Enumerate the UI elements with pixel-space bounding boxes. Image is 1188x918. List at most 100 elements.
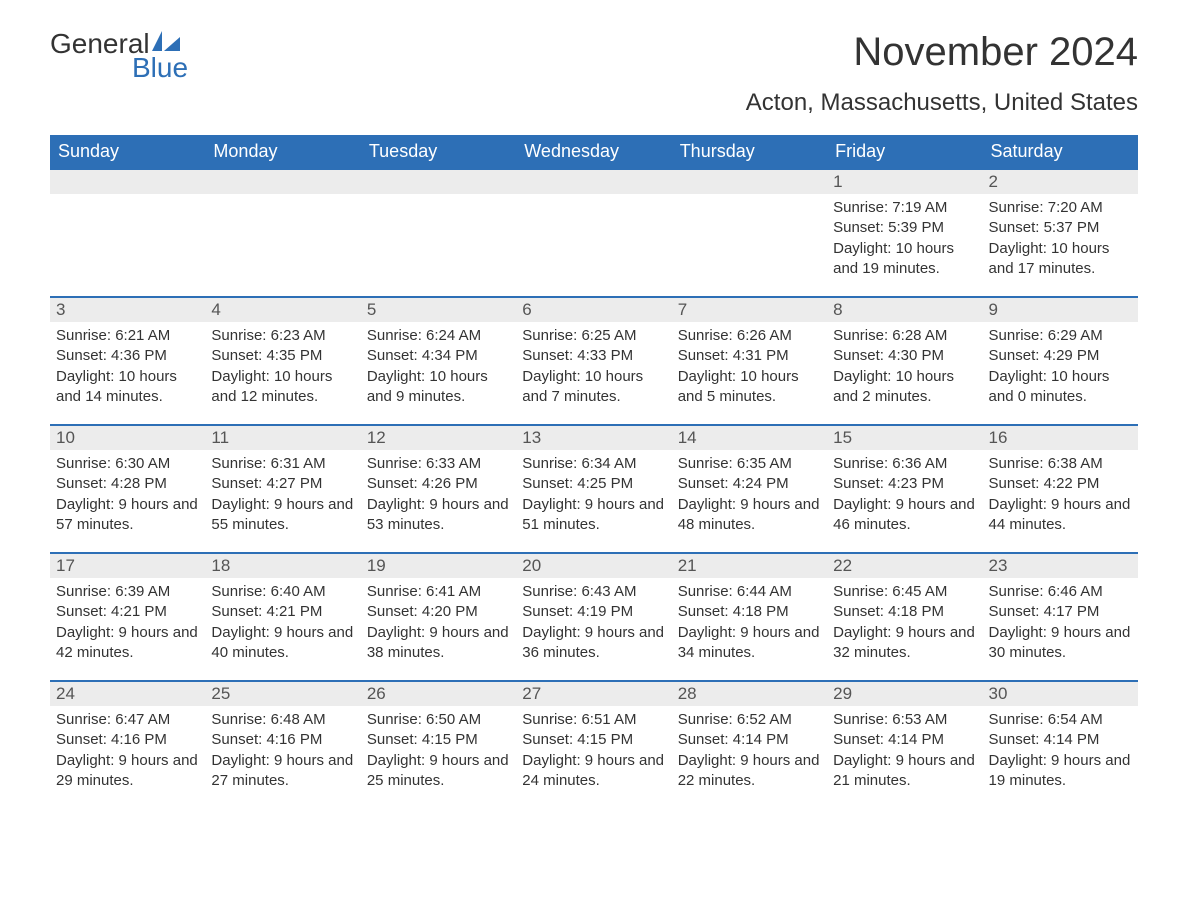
- daylight-line: Daylight: 9 hours and 22 minutes.: [678, 751, 821, 792]
- daylight-line: Daylight: 10 hours and 5 minutes.: [678, 367, 821, 408]
- sunrise-line: Sunrise: 6:39 AM: [56, 582, 199, 602]
- sunset-line: Sunset: 4:35 PM: [211, 346, 354, 366]
- daylight-line: Daylight: 10 hours and 12 minutes.: [211, 367, 354, 408]
- day-cell: 21Sunrise: 6:44 AMSunset: 4:18 PMDayligh…: [672, 553, 827, 681]
- sunset-line: Sunset: 4:30 PM: [833, 346, 976, 366]
- sunrise-line: Sunrise: 6:35 AM: [678, 454, 821, 474]
- day-number: 17: [50, 554, 205, 578]
- col-thursday: Thursday: [672, 135, 827, 169]
- daylight-line: Daylight: 10 hours and 7 minutes.: [522, 367, 665, 408]
- day-cell: 23Sunrise: 6:46 AMSunset: 4:17 PMDayligh…: [983, 553, 1138, 681]
- day-number: 24: [50, 682, 205, 706]
- day-info: Sunrise: 6:34 AMSunset: 4:25 PMDaylight:…: [516, 450, 671, 539]
- day-cell: 17Sunrise: 6:39 AMSunset: 4:21 PMDayligh…: [50, 553, 205, 681]
- day-number: 28: [672, 682, 827, 706]
- day-number: 3: [50, 298, 205, 322]
- month-title: November 2024: [746, 30, 1138, 75]
- sunrise-line: Sunrise: 6:31 AM: [211, 454, 354, 474]
- sunset-line: Sunset: 4:20 PM: [367, 602, 510, 622]
- day-info: Sunrise: 7:20 AMSunset: 5:37 PMDaylight:…: [983, 194, 1138, 283]
- day-number: 12: [361, 426, 516, 450]
- sunset-line: Sunset: 4:15 PM: [367, 730, 510, 750]
- daylight-line: Daylight: 9 hours and 24 minutes.: [522, 751, 665, 792]
- sunset-line: Sunset: 4:31 PM: [678, 346, 821, 366]
- location-text: Acton, Massachusetts, United States: [746, 89, 1138, 117]
- daylight-line: Daylight: 9 hours and 25 minutes.: [367, 751, 510, 792]
- day-info: Sunrise: 6:23 AMSunset: 4:35 PMDaylight:…: [205, 322, 360, 411]
- day-cell: 12Sunrise: 6:33 AMSunset: 4:26 PMDayligh…: [361, 425, 516, 553]
- sunrise-line: Sunrise: 6:50 AM: [367, 710, 510, 730]
- day-cell: 22Sunrise: 6:45 AMSunset: 4:18 PMDayligh…: [827, 553, 982, 681]
- sunset-line: Sunset: 5:39 PM: [833, 218, 976, 238]
- day-number: 21: [672, 554, 827, 578]
- sunset-line: Sunset: 4:16 PM: [211, 730, 354, 750]
- sunrise-line: Sunrise: 7:20 AM: [989, 198, 1132, 218]
- sunrise-line: Sunrise: 6:24 AM: [367, 326, 510, 346]
- empty-day: [205, 170, 360, 194]
- day-cell: 9Sunrise: 6:29 AMSunset: 4:29 PMDaylight…: [983, 297, 1138, 425]
- day-cell: [672, 169, 827, 297]
- day-info: Sunrise: 6:33 AMSunset: 4:26 PMDaylight:…: [361, 450, 516, 539]
- sunrise-line: Sunrise: 6:46 AM: [989, 582, 1132, 602]
- day-number: 15: [827, 426, 982, 450]
- day-cell: 11Sunrise: 6:31 AMSunset: 4:27 PMDayligh…: [205, 425, 360, 553]
- day-cell: 30Sunrise: 6:54 AMSunset: 4:14 PMDayligh…: [983, 681, 1138, 809]
- day-number: 6: [516, 298, 671, 322]
- sunset-line: Sunset: 4:26 PM: [367, 474, 510, 494]
- day-cell: [516, 169, 671, 297]
- daylight-line: Daylight: 9 hours and 55 minutes.: [211, 495, 354, 536]
- daylight-line: Daylight: 9 hours and 57 minutes.: [56, 495, 199, 536]
- sunrise-line: Sunrise: 6:30 AM: [56, 454, 199, 474]
- day-number: 25: [205, 682, 360, 706]
- day-cell: 20Sunrise: 6:43 AMSunset: 4:19 PMDayligh…: [516, 553, 671, 681]
- daylight-line: Daylight: 9 hours and 32 minutes.: [833, 623, 976, 664]
- day-number: 26: [361, 682, 516, 706]
- sunrise-line: Sunrise: 6:40 AM: [211, 582, 354, 602]
- day-number: 14: [672, 426, 827, 450]
- daylight-line: Daylight: 10 hours and 0 minutes.: [989, 367, 1132, 408]
- day-number: 19: [361, 554, 516, 578]
- daylight-line: Daylight: 9 hours and 30 minutes.: [989, 623, 1132, 664]
- day-cell: 26 Sunrise: 6:50 AMSunset: 4:15 PMDayligh…: [361, 681, 516, 809]
- day-info: Sunrise: 6:43 AMSunset: 4:19 PMDaylight:…: [516, 578, 671, 667]
- daylight-line: Daylight: 9 hours and 51 minutes.: [522, 495, 665, 536]
- daylight-line: Daylight: 9 hours and 34 minutes.: [678, 623, 821, 664]
- day-info: Sunrise: 6:39 AMSunset: 4:21 PMDaylight:…: [50, 578, 205, 667]
- col-monday: Monday: [205, 135, 360, 169]
- day-number: 18: [205, 554, 360, 578]
- sunset-line: Sunset: 4:16 PM: [56, 730, 199, 750]
- empty-day: [516, 170, 671, 194]
- sunrise-line: Sunrise: 6:25 AM: [522, 326, 665, 346]
- week-row: 17Sunrise: 6:39 AMSunset: 4:21 PMDayligh…: [50, 553, 1138, 681]
- day-cell: 27Sunrise: 6:51 AMSunset: 4:15 PMDayligh…: [516, 681, 671, 809]
- sunset-line: Sunset: 4:15 PM: [522, 730, 665, 750]
- day-info: Sunrise: 6:21 AMSunset: 4:36 PMDaylight:…: [50, 322, 205, 411]
- day-cell: 2Sunrise: 7:20 AMSunset: 5:37 PMDaylight…: [983, 169, 1138, 297]
- day-cell: [205, 169, 360, 297]
- day-number: 30: [983, 682, 1138, 706]
- daylight-line: Daylight: 9 hours and 42 minutes.: [56, 623, 199, 664]
- day-number: 29: [827, 682, 982, 706]
- daylight-line: Daylight: 9 hours and 53 minutes.: [367, 495, 510, 536]
- brand-logo: General Blue: [50, 30, 188, 82]
- sunrise-line: Sunrise: 6:44 AM: [678, 582, 821, 602]
- day-number: 10: [50, 426, 205, 450]
- day-info: Sunrise: 6:40 AMSunset: 4:21 PMDaylight:…: [205, 578, 360, 667]
- daylight-line: Daylight: 9 hours and 29 minutes.: [56, 751, 199, 792]
- daylight-line: Daylight: 10 hours and 9 minutes.: [367, 367, 510, 408]
- col-friday: Friday: [827, 135, 982, 169]
- sunrise-line: Sunrise: 7:19 AM: [833, 198, 976, 218]
- sunset-line: Sunset: 4:21 PM: [211, 602, 354, 622]
- daylight-line: Daylight: 10 hours and 14 minutes.: [56, 367, 199, 408]
- day-number: 1: [827, 170, 982, 194]
- sunset-line: Sunset: 4:34 PM: [367, 346, 510, 366]
- sunrise-line: Sunrise: 6:41 AM: [367, 582, 510, 602]
- day-info: Sunrise: 6:53 AMSunset: 4:14 PMDaylight:…: [827, 706, 982, 795]
- day-info: Sunrise: 6:26 AMSunset: 4:31 PMDaylight:…: [672, 322, 827, 411]
- sunrise-line: Sunrise: 6:47 AM: [56, 710, 199, 730]
- daylight-line: Daylight: 9 hours and 48 minutes.: [678, 495, 821, 536]
- day-number: 11: [205, 426, 360, 450]
- day-info: Sunrise: 6:54 AMSunset: 4:14 PMDaylight:…: [983, 706, 1138, 795]
- sunset-line: Sunset: 4:14 PM: [678, 730, 821, 750]
- sunset-line: Sunset: 4:29 PM: [989, 346, 1132, 366]
